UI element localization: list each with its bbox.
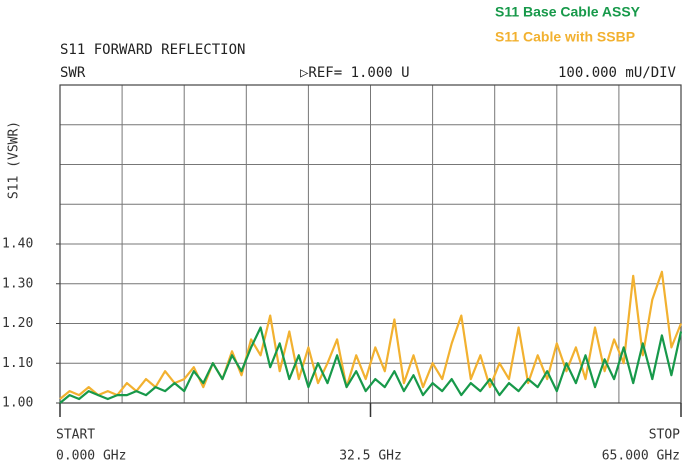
- start-label: START: [56, 428, 95, 443]
- y-tick-label: 1.40: [2, 237, 33, 252]
- x-tick-label: 65.000 GHz: [602, 449, 680, 464]
- y-tick-label: 1.30: [2, 276, 33, 291]
- x-tick-label: 0.000 GHz: [56, 449, 126, 464]
- scale-label: 100.000 mU/DIV: [558, 65, 677, 81]
- chart-subtitle: SWR: [60, 65, 86, 81]
- y-tick-label: 1.20: [2, 316, 33, 331]
- y-tick-label: 1.00: [2, 396, 33, 411]
- stop-label: STOP: [649, 428, 680, 443]
- chart-title: S11 FORWARD REFLECTION: [60, 42, 245, 58]
- series-line: [59, 326, 683, 404]
- reference-label: ▷REF= 1.000 U: [300, 65, 410, 81]
- legend-entry: S11 Cable with SSBP: [495, 29, 635, 45]
- legend-entry: S11 Base Cable ASSY: [495, 4, 641, 20]
- y-tick-label: 1.10: [2, 356, 33, 371]
- series-line: [59, 270, 683, 400]
- y-axis-label: S11 (VSWR): [7, 121, 22, 199]
- x-tick-label: 32.5 GHz: [339, 449, 402, 464]
